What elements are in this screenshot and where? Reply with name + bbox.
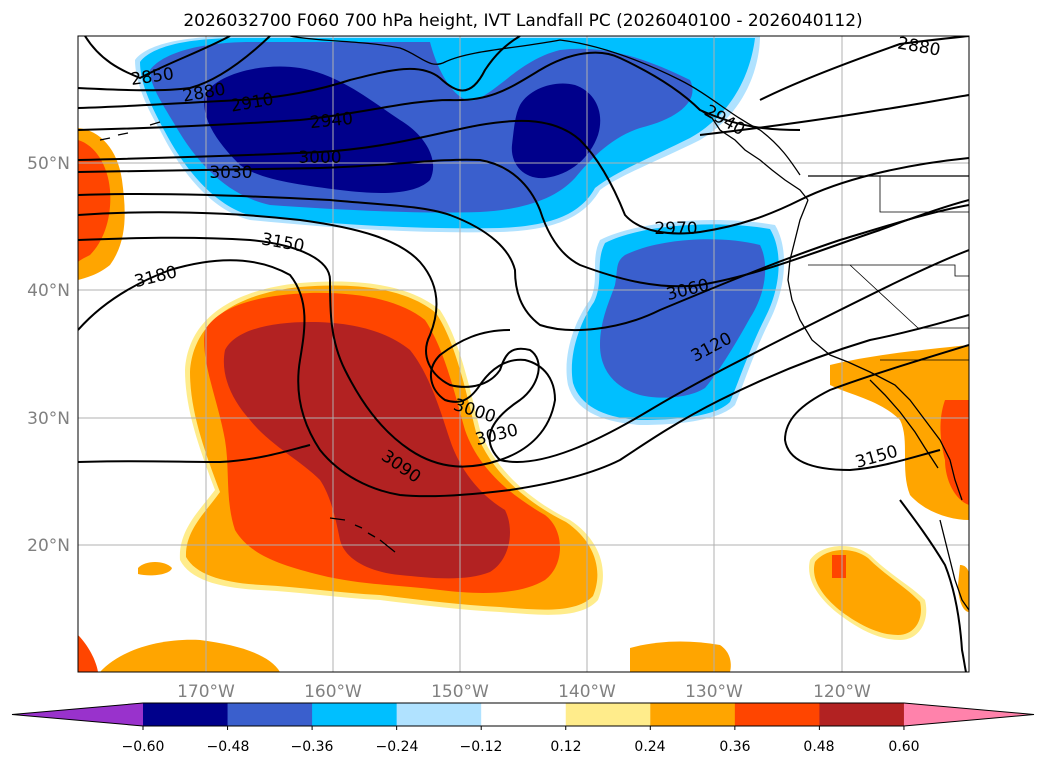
hawaii-small-patch — [138, 562, 172, 576]
baja-patch — [830, 345, 969, 520]
contour-2910 — [78, 36, 521, 109]
contour-2880-west — [78, 36, 271, 92]
colorbar-tick-label: 0.36 — [719, 739, 750, 755]
contour-3030 — [78, 158, 969, 288]
southeast-patch-core — [832, 555, 846, 578]
lon-label: 120°W — [813, 682, 871, 702]
colorbar-segment — [396, 703, 482, 726]
contour-2940 — [78, 51, 801, 131]
contour-3180 — [78, 259, 969, 498]
colorbar-tick-labels: −0.60 −0.48 −0.36 −0.24 −0.12 0.12 0.24 … — [122, 739, 920, 755]
colorbar-tick-label: 0.12 — [550, 739, 581, 755]
latitude-labels: 50°N 40°N 30°N 20°N — [27, 154, 70, 556]
state-border-2 — [808, 264, 969, 277]
us-west-coast — [787, 199, 849, 363]
colorbar-tick-label: −0.36 — [291, 739, 334, 755]
height-contours — [78, 36, 969, 672]
baja-coast — [847, 361, 963, 501]
hawaii-islands — [329, 517, 396, 553]
negative-anomaly-region-east — [566, 220, 785, 425]
map-panel[interactable]: 2850 2880 2910 2940 3000 3030 3150 3180 … — [78, 33, 969, 672]
positive-anomaly-region-central — [179, 281, 603, 615]
colorbar-segment — [481, 703, 567, 726]
positive-anomaly-region-patches — [78, 128, 969, 672]
colorbar-tick-label: −0.24 — [376, 739, 419, 755]
lon-label: 170°W — [177, 682, 235, 702]
colorbar-segment — [650, 703, 736, 726]
lon-label: 160°W — [304, 682, 362, 702]
baja-patch-core — [940, 400, 969, 505]
contour-3120 — [78, 211, 969, 463]
firebrick-core-central — [223, 322, 510, 579]
contour-label: 3030 — [209, 163, 252, 183]
negative-anomaly-region-north — [135, 36, 760, 233]
colorbar-tick-label: −0.60 — [122, 739, 165, 755]
lat-label: 50°N — [27, 154, 70, 174]
contour-2880-east — [759, 36, 969, 101]
lon-label: 130°W — [685, 682, 743, 702]
contour-3180-south — [78, 444, 311, 464]
contour-3150-east — [783, 344, 969, 472]
colorbar-tick-label: 0.48 — [803, 739, 834, 755]
contour-label: 2940 — [309, 109, 354, 133]
colorbar-tick-label: 0.60 — [888, 739, 919, 755]
blue-region-east — [600, 239, 766, 398]
baja-peninsula — [869, 379, 939, 469]
colorbar-segment — [565, 703, 651, 726]
contour-label: 3000 — [298, 148, 341, 168]
colorbar-segment — [312, 703, 398, 726]
colorbar-segment — [734, 703, 820, 726]
colorbar — [11, 702, 1035, 730]
colorbar-segment — [143, 703, 229, 726]
mexico-coast — [939, 519, 969, 611]
lat-label: 40°N — [27, 281, 70, 301]
contour-3060 — [78, 192, 969, 331]
contour-east-vertical — [899, 499, 967, 672]
colorbar-segment — [819, 703, 905, 726]
colorbar-tick-label: 0.24 — [634, 739, 665, 755]
aleutians — [99, 121, 161, 141]
south-edge-patch — [630, 641, 731, 672]
map-frame — [77, 35, 970, 673]
southwest-corner-patch — [78, 635, 98, 672]
contour-3000 — [78, 119, 969, 235]
contour-2940-east — [699, 94, 969, 136]
colorbar-segment — [227, 703, 313, 726]
colorbar-tick-label: −0.48 — [207, 739, 250, 755]
colorbar-extend-high — [903, 703, 1034, 726]
lon-label: 150°W — [431, 682, 489, 702]
colorbar-tick-label: −0.12 — [460, 739, 503, 755]
bc-coast — [699, 109, 809, 201]
graticule — [78, 36, 969, 672]
lon-label: 140°W — [558, 682, 616, 702]
southwest-patch — [100, 639, 280, 672]
lat-label: 20°N — [27, 536, 70, 556]
longitude-labels: 170°W 160°W 150°W 140°W 130°W 120°W — [177, 682, 871, 702]
west-edge-patch-north-core — [78, 140, 111, 262]
navy-core-east — [511, 83, 601, 179]
contour-3150 — [78, 236, 557, 468]
map-title: 2026032700 F060 700 hPa height, IVT Land… — [183, 11, 862, 31]
lat-label: 30°N — [27, 409, 70, 429]
east-edge-patch — [958, 565, 969, 612]
contour-label: 2970 — [654, 219, 697, 239]
colorbar-extend-low — [12, 703, 143, 726]
contour-2850 — [84, 36, 231, 80]
